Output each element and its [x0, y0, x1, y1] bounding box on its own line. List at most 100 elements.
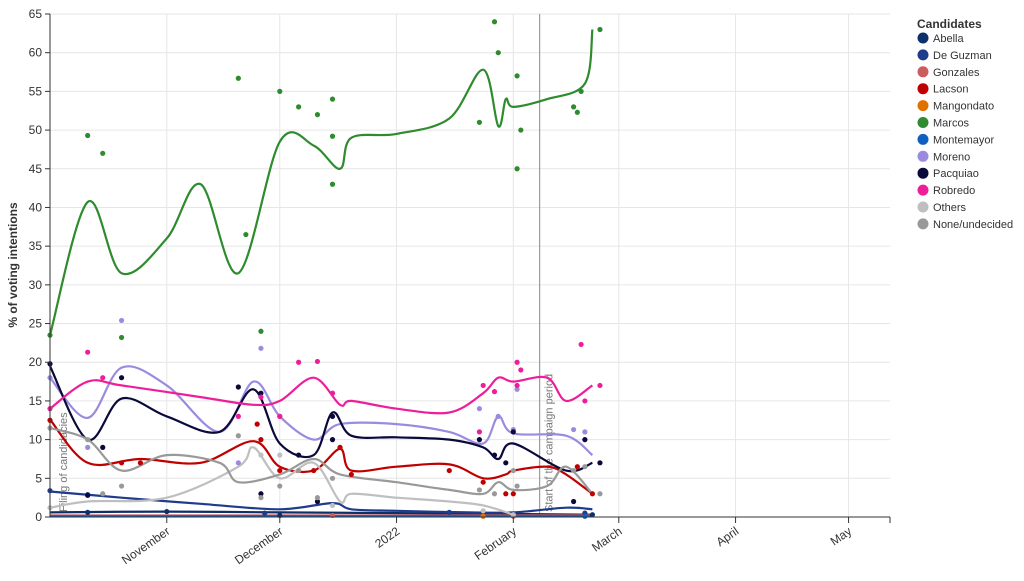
x-tick-label: 2022	[372, 524, 402, 551]
y-tick-label: 55	[29, 84, 43, 98]
y-tick-label: 65	[29, 7, 43, 21]
poll-point-robredo	[296, 359, 302, 365]
poll-point-marcos	[118, 334, 125, 341]
poll-point-pacquiao	[118, 375, 125, 381]
poll-point-lacson	[137, 460, 144, 466]
series-line-none-undecided	[49, 426, 594, 496]
poll-point-pacquiao	[329, 413, 336, 419]
poll-point-marcos	[491, 19, 498, 25]
poll-point-pacquiao	[314, 498, 321, 505]
legend-swatch-marcos	[917, 117, 929, 128]
legend-swatch-robredo	[917, 184, 929, 196]
poll-point-de-guzman	[262, 510, 268, 516]
legend-swatch-de-guzman	[917, 49, 929, 61]
poll-point-moreno	[514, 386, 520, 392]
poll-point-marcos	[235, 75, 241, 81]
poll-point-mangondato	[480, 513, 486, 519]
poll-point-none-undecided	[100, 491, 106, 497]
legend-swatch-mangondato	[917, 100, 929, 112]
poll-point-lacson	[574, 464, 580, 470]
poll-point-robredo	[258, 394, 264, 400]
x-tick-label: April	[714, 524, 742, 549]
poll-point-lacson	[258, 437, 264, 443]
series-line-robredo	[49, 375, 594, 415]
poll-point-robredo	[578, 341, 584, 348]
annotation-label: Filing of candidacies	[58, 412, 70, 512]
poll-point-none-undecided	[296, 467, 302, 474]
poll-point-moreno	[570, 426, 577, 433]
poll-point-none-undecided	[277, 483, 283, 489]
annotations: Filing of candidacies Start of the campai…	[58, 14, 556, 517]
poll-point-others	[329, 502, 336, 508]
poll-point-robredo	[597, 382, 603, 389]
legend-label-mangondato: Mangondato	[933, 101, 994, 113]
poll-point-pacquiao	[597, 460, 603, 466]
poll-point-lacson	[510, 491, 516, 497]
y-tick-label: 15	[29, 394, 43, 408]
poll-point-abella	[85, 509, 91, 515]
poll-point-others	[277, 452, 283, 458]
legend-label-none-undecided: None/undecided	[933, 219, 1013, 231]
legend-label-abella: Abella	[933, 33, 964, 45]
poll-point-robredo	[85, 349, 91, 355]
legend-label-others: Others	[933, 202, 967, 214]
legend-label-lacson: Lacson	[933, 84, 968, 96]
y-tick-label: 5	[35, 471, 42, 485]
poll-point-none-undecided	[476, 487, 483, 493]
poll-point-none-undecided	[514, 483, 520, 489]
x-tick-label: May	[828, 524, 855, 548]
poll-point-pacquiao	[296, 452, 302, 458]
series-line-de-guzman	[49, 490, 593, 514]
series-line-pacquiao	[49, 365, 593, 473]
poll-point-lacson	[348, 471, 354, 478]
poll-point-abella	[589, 512, 596, 518]
poll-point-robredo	[329, 390, 336, 396]
poll-point-de-guzman	[446, 509, 452, 515]
poll-point-lacson	[589, 491, 596, 497]
poll-point-moreno	[85, 444, 91, 450]
legend-swatch-abella	[917, 32, 929, 44]
poll-point-pacquiao	[258, 390, 264, 396]
poll-point-pacquiao	[570, 498, 577, 505]
poll-point-robredo	[476, 429, 483, 435]
poll-point-marcos	[243, 231, 249, 238]
poll-point-none-undecided	[85, 437, 91, 443]
poll-point-pacquiao	[235, 384, 241, 390]
poll-point-lacson	[277, 467, 283, 474]
legend-title: Candidates	[917, 17, 982, 31]
poll-point-marcos	[570, 104, 577, 110]
y-tick-label: 45	[29, 162, 43, 176]
poll-point-robredo	[277, 413, 283, 419]
poll-point-robredo	[100, 375, 106, 381]
poll-point-moreno	[476, 406, 483, 412]
poll-point-lacson	[311, 467, 317, 474]
poll-point-marcos	[514, 166, 520, 172]
poll-point-pacquiao	[258, 491, 264, 497]
poll-point-robredo	[235, 413, 241, 419]
poll-point-lacson	[118, 460, 125, 466]
poll-point-marcos	[100, 150, 106, 156]
poll-point-marcos	[476, 119, 483, 125]
y-tick-label: 0	[35, 510, 42, 524]
poll-point-marcos	[518, 127, 524, 133]
poll-point-moreno	[582, 429, 588, 435]
poll-point-marcos	[578, 88, 584, 94]
y-tick-label: 35	[29, 239, 43, 253]
poll-point-marcos	[514, 73, 520, 79]
series-line-others	[49, 446, 514, 516]
legend-label-marcos: Marcos	[933, 118, 970, 130]
poll-point-robredo	[514, 359, 520, 365]
poll-point-robredo	[314, 358, 321, 365]
poll-point-pacquiao	[503, 460, 509, 466]
poll-point-marcos	[85, 132, 91, 139]
x-tick-label: February	[472, 524, 519, 563]
poll-point-lacson	[503, 491, 509, 497]
poll-point-none-undecided	[329, 475, 336, 481]
poll-point-pacquiao	[100, 444, 106, 450]
y-axis-label: % of voting intentions	[6, 202, 20, 328]
x-tick-label: November	[119, 524, 172, 567]
legend-label-moreno: Moreno	[933, 151, 970, 163]
poll-point-marcos	[495, 50, 501, 56]
poll-point-none-undecided	[570, 467, 577, 474]
